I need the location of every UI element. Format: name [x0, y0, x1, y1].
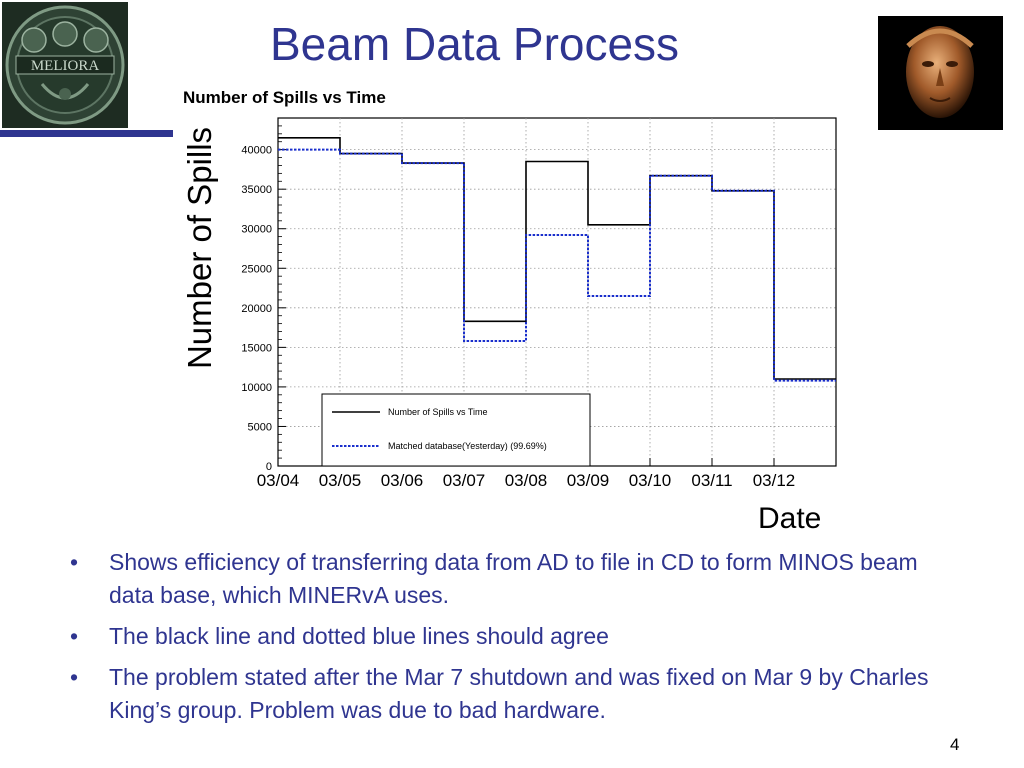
- x-tick-label: 03/11: [691, 471, 732, 490]
- x-tick-label: 03/09: [567, 471, 610, 490]
- y-tick-label: 10000: [241, 382, 272, 394]
- page-number: 4: [950, 735, 960, 754]
- x-tick-label: 03/10: [629, 471, 672, 490]
- y-tick-label: 35000: [241, 184, 272, 196]
- bullet-list: Shows efficiency of transferring data fr…: [70, 546, 930, 735]
- y-tick-label: 25000: [241, 263, 272, 275]
- bullet-item: The problem stated after the Mar 7 shutd…: [70, 661, 930, 727]
- seal-graphic: MELIORA: [2, 2, 128, 128]
- y-tick-label: 40000: [241, 145, 272, 157]
- series-matched-line: [278, 148, 836, 382]
- bullet-item: The black line and dotted blue lines sho…: [70, 620, 930, 653]
- chart-title: Number of Spills vs Time: [183, 88, 386, 107]
- x-tick-label: 03/05: [319, 471, 362, 490]
- y-tick-label: 0: [266, 461, 272, 473]
- x-axis-label: Date: [758, 502, 822, 535]
- bust-graphic: [878, 16, 1003, 130]
- x-tick-label: 03/07: [443, 471, 486, 490]
- x-tick-label: 03/04: [257, 471, 300, 490]
- legend-label: Matched database(Yesterday) (99.69%): [388, 441, 547, 451]
- meliora-seal-logo: MELIORA: [2, 2, 128, 128]
- x-tick-label: 03/08: [505, 471, 548, 490]
- logo-text: MELIORA: [31, 58, 99, 74]
- y-tick-label: 15000: [241, 342, 272, 354]
- title-accent-bar: [0, 130, 173, 137]
- x-tick-label: 03/12: [753, 471, 796, 490]
- y-tick-label: 5000: [248, 421, 272, 433]
- bust-portrait-image: [878, 16, 1003, 130]
- bullet-item: Shows efficiency of transferring data fr…: [70, 546, 930, 612]
- y-tick-label: 30000: [241, 224, 272, 236]
- y-tick-label: 20000: [241, 303, 272, 315]
- slide-title: Beam Data Process: [270, 18, 680, 70]
- x-tick-label: 03/06: [381, 471, 424, 490]
- legend-label: Number of Spills vs Time: [388, 407, 488, 417]
- legend-box: [321, 393, 591, 467]
